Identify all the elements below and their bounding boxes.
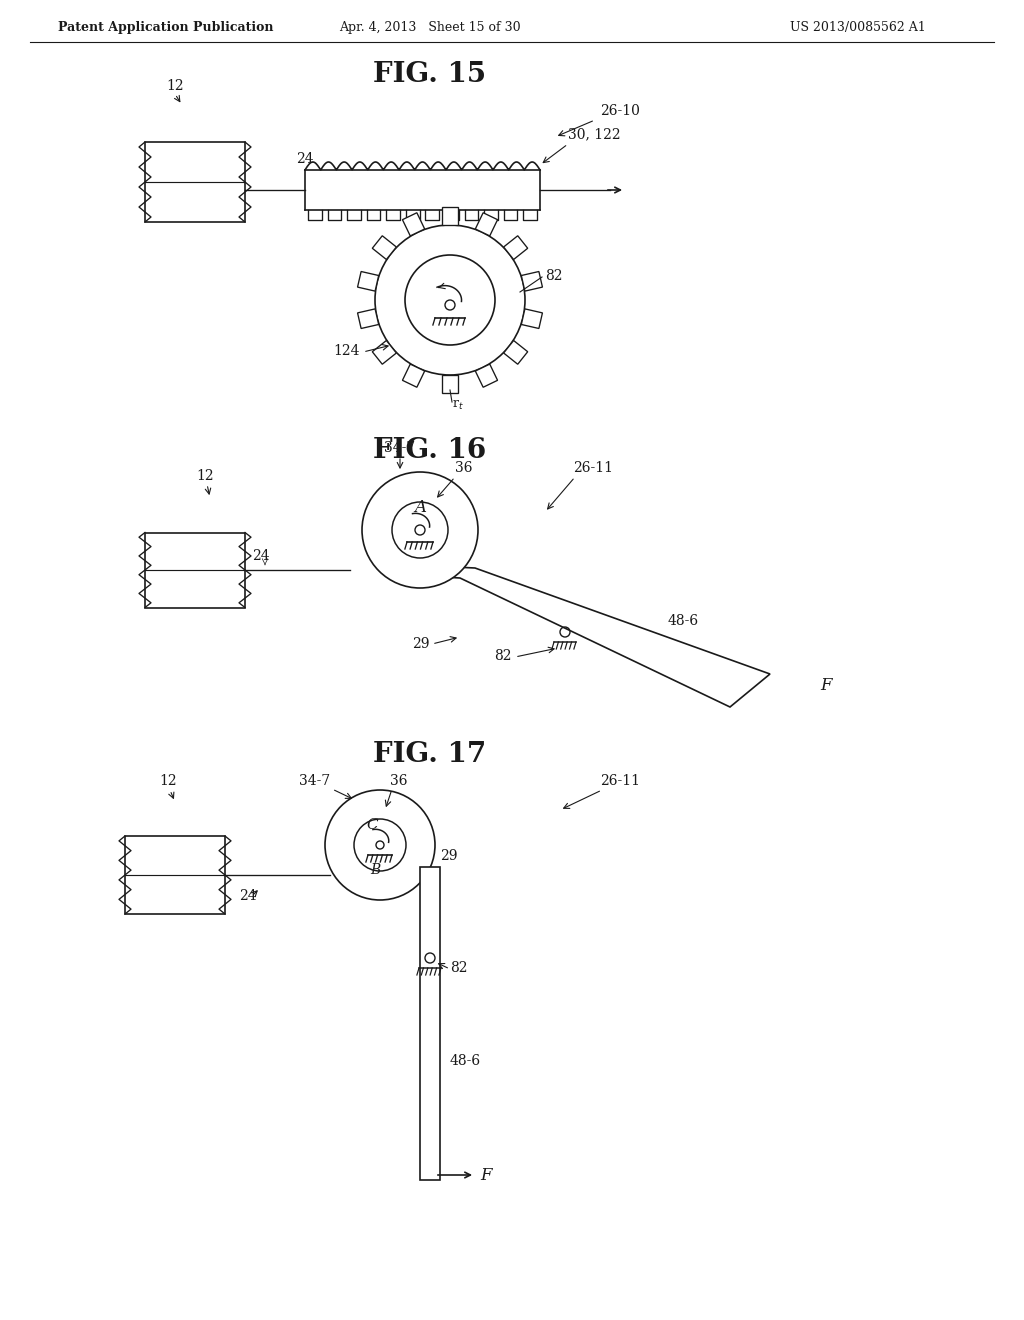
Polygon shape: [475, 364, 498, 387]
Text: 82: 82: [450, 961, 468, 975]
Text: FIG. 15: FIG. 15: [374, 62, 486, 88]
Text: FIG. 16: FIG. 16: [374, 437, 486, 463]
Text: 12: 12: [166, 79, 184, 92]
Polygon shape: [442, 375, 458, 393]
Polygon shape: [475, 213, 498, 236]
Circle shape: [362, 473, 478, 587]
Text: 48-6: 48-6: [668, 614, 699, 628]
Polygon shape: [504, 341, 527, 364]
Text: B: B: [370, 863, 380, 876]
Polygon shape: [521, 309, 543, 329]
Polygon shape: [410, 565, 770, 708]
Polygon shape: [504, 236, 527, 260]
Text: 12: 12: [159, 774, 177, 788]
Text: US 2013/0085562 A1: US 2013/0085562 A1: [790, 21, 926, 33]
Bar: [145, 532, 245, 607]
Polygon shape: [373, 236, 396, 260]
Text: 29: 29: [440, 849, 458, 863]
Polygon shape: [402, 213, 425, 236]
Bar: [125, 836, 225, 913]
Text: 34-7: 34-7: [384, 441, 416, 455]
Text: r$_t$: r$_t$: [452, 399, 464, 412]
Text: 12: 12: [197, 469, 214, 483]
Bar: [420, 867, 440, 1180]
Text: Apr. 4, 2013   Sheet 15 of 30: Apr. 4, 2013 Sheet 15 of 30: [339, 21, 521, 33]
Polygon shape: [521, 272, 543, 292]
Circle shape: [375, 224, 525, 375]
Text: 34-7: 34-7: [299, 774, 330, 788]
Polygon shape: [402, 364, 425, 387]
Text: 24: 24: [252, 549, 269, 564]
Text: F: F: [480, 1167, 492, 1184]
Polygon shape: [442, 207, 458, 224]
Text: 36: 36: [455, 461, 472, 475]
Text: 26-11: 26-11: [573, 461, 613, 475]
Text: 30, 122: 30, 122: [568, 127, 621, 141]
Circle shape: [325, 789, 435, 900]
Text: A: A: [414, 499, 426, 516]
Text: 124: 124: [334, 345, 360, 358]
Text: FIG. 17: FIG. 17: [374, 742, 486, 768]
Text: 26-11: 26-11: [600, 774, 640, 788]
Text: 36: 36: [390, 774, 408, 788]
Text: 82: 82: [545, 269, 562, 282]
Text: Patent Application Publication: Patent Application Publication: [58, 21, 273, 33]
Text: 48-6: 48-6: [450, 1053, 481, 1068]
Text: C: C: [367, 818, 378, 832]
Bar: [145, 143, 245, 222]
Polygon shape: [357, 272, 379, 292]
Text: 24: 24: [296, 152, 313, 166]
Polygon shape: [373, 341, 396, 364]
Polygon shape: [357, 309, 379, 329]
Text: F: F: [820, 676, 831, 693]
Text: 26-10: 26-10: [600, 104, 640, 117]
Text: 29: 29: [413, 638, 430, 651]
Text: 82: 82: [495, 649, 512, 663]
Text: 24: 24: [240, 888, 257, 903]
